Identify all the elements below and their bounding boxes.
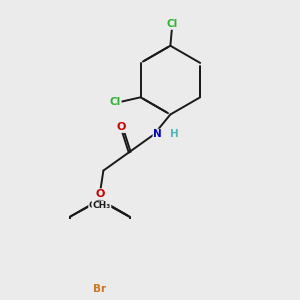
- Text: H: H: [170, 129, 179, 139]
- Text: Br: Br: [93, 284, 106, 294]
- Text: CH₃: CH₃: [89, 201, 107, 210]
- Text: N: N: [153, 129, 162, 140]
- Text: Cl: Cl: [167, 19, 178, 29]
- Text: O: O: [95, 189, 104, 199]
- Text: O: O: [117, 122, 126, 132]
- Text: CH₃: CH₃: [92, 201, 111, 210]
- Text: Cl: Cl: [110, 97, 121, 107]
